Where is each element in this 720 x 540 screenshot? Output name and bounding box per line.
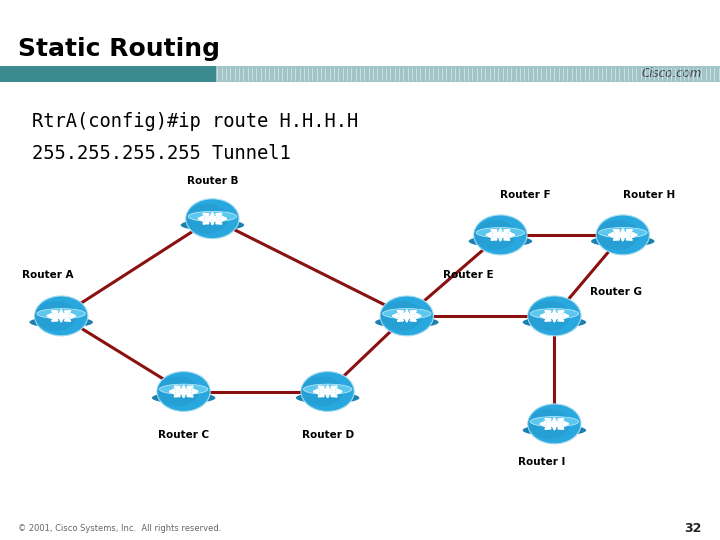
- Ellipse shape: [152, 392, 215, 403]
- Circle shape: [157, 372, 210, 411]
- Ellipse shape: [591, 235, 654, 247]
- Text: Router I: Router I: [518, 457, 566, 467]
- Text: © 2001, Cisco Systems, Inc.  All rights reserved.: © 2001, Cisco Systems, Inc. All rights r…: [18, 524, 221, 532]
- Text: Router F: Router F: [500, 191, 551, 200]
- Bar: [216, 66, 720, 82]
- Circle shape: [596, 215, 649, 255]
- Ellipse shape: [523, 424, 586, 436]
- Ellipse shape: [37, 308, 86, 319]
- Circle shape: [528, 296, 581, 336]
- Ellipse shape: [181, 219, 244, 231]
- Text: 32: 32: [685, 522, 702, 535]
- Ellipse shape: [159, 384, 208, 394]
- Ellipse shape: [598, 227, 647, 238]
- Text: Router G: Router G: [590, 287, 642, 296]
- Ellipse shape: [523, 316, 586, 328]
- Ellipse shape: [476, 227, 525, 238]
- Ellipse shape: [474, 220, 516, 250]
- Ellipse shape: [596, 220, 639, 250]
- Ellipse shape: [301, 376, 343, 407]
- Text: Static Routing: Static Routing: [18, 37, 220, 60]
- Circle shape: [35, 296, 88, 336]
- Ellipse shape: [157, 376, 199, 407]
- Circle shape: [474, 215, 527, 255]
- Text: Router H: Router H: [623, 191, 675, 200]
- Ellipse shape: [380, 301, 423, 331]
- Text: Router B: Router B: [186, 176, 238, 186]
- Ellipse shape: [382, 308, 431, 319]
- Text: Router A: Router A: [22, 271, 73, 280]
- Text: Router D: Router D: [302, 430, 354, 440]
- Bar: [0, 66, 216, 82]
- Circle shape: [380, 296, 433, 336]
- Text: Router C: Router C: [158, 430, 210, 440]
- Ellipse shape: [188, 211, 237, 221]
- Ellipse shape: [296, 392, 359, 403]
- Ellipse shape: [528, 301, 570, 331]
- Ellipse shape: [30, 316, 93, 328]
- Text: Cisco.com: Cisco.com: [642, 68, 702, 80]
- Text: 255.255.255.255 Tunnel1: 255.255.255.255 Tunnel1: [32, 144, 291, 164]
- Ellipse shape: [530, 416, 579, 427]
- Text: Router E: Router E: [443, 271, 493, 280]
- Ellipse shape: [303, 384, 352, 394]
- Circle shape: [301, 372, 354, 411]
- Circle shape: [528, 404, 581, 444]
- Text: RtrA(config)#ip route H.H.H.H: RtrA(config)#ip route H.H.H.H: [32, 112, 359, 131]
- Ellipse shape: [528, 409, 570, 439]
- Ellipse shape: [375, 316, 438, 328]
- Ellipse shape: [469, 235, 532, 247]
- Circle shape: [186, 199, 239, 239]
- Ellipse shape: [35, 301, 77, 331]
- Ellipse shape: [186, 204, 228, 234]
- Ellipse shape: [530, 308, 579, 319]
